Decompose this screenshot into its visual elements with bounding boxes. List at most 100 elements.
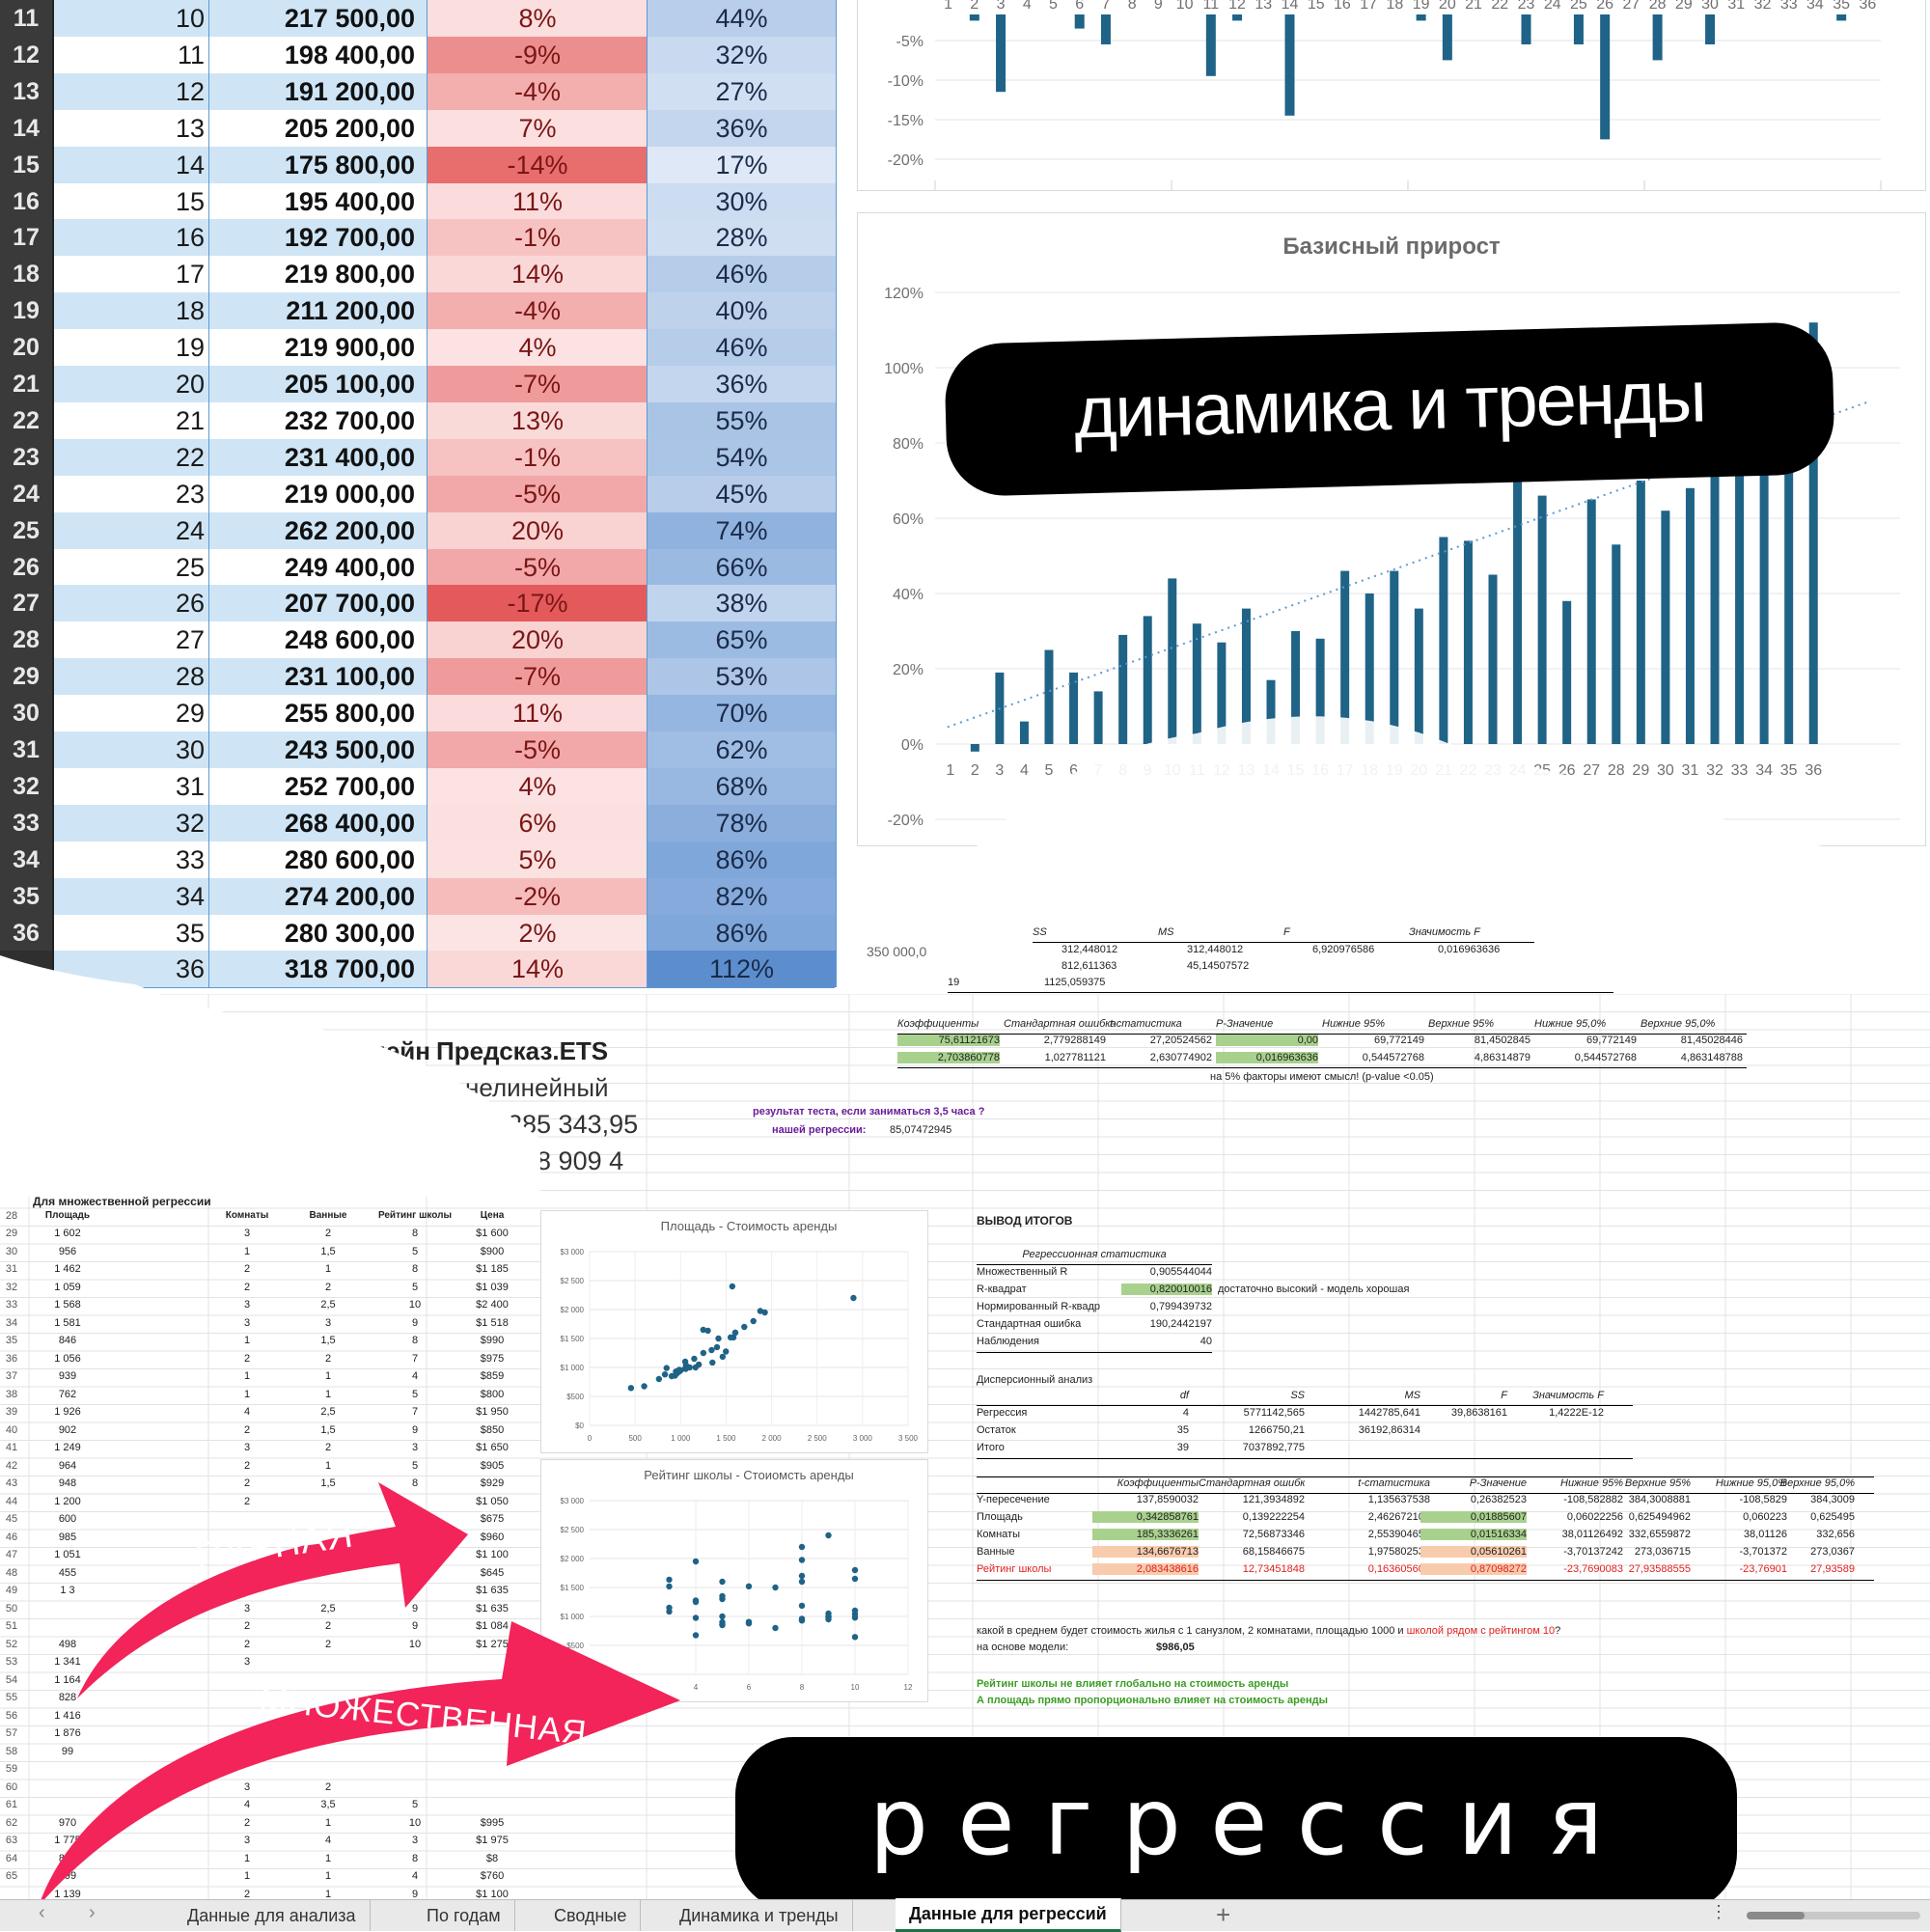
coef-header: t-статистика bbox=[1358, 1477, 1430, 1489]
scatter-point bbox=[666, 1576, 673, 1584]
row-number: 21 bbox=[0, 366, 54, 402]
sheet-tab[interactable]: Данные для регрессий bbox=[896, 1898, 1121, 1932]
table-cell: $1 600 bbox=[476, 1228, 509, 1239]
table-row: 48 455 $645 bbox=[0, 1567, 521, 1585]
anova-row: Остаток 35 1266750,21 36192,86314 bbox=[977, 1424, 1633, 1441]
bar bbox=[996, 14, 1006, 93]
sheet-tab[interactable]: Сводные bbox=[540, 1900, 642, 1931]
table-row: 16 15 195 400,00 11% 30% bbox=[0, 182, 837, 221]
anova-cell: 39,8638161 bbox=[1450, 1407, 1507, 1419]
bar bbox=[1390, 570, 1399, 744]
table-row: 17 16 192 700,00 -1% 28% bbox=[0, 219, 837, 258]
coef-cell: 0,163605606 bbox=[1367, 1563, 1430, 1575]
chain-growth-chart[interactable]: -5% -10% -15% -20% 1 2 3 4 5 6 7 8 9 10 11 12 13 14 15 16 17… bbox=[857, 0, 1926, 191]
table-cell: $975 bbox=[480, 1352, 505, 1365]
anova-cell: 1,4222E-12 bbox=[1549, 1407, 1604, 1419]
add-sheet-icon[interactable]: + bbox=[1216, 1900, 1231, 1929]
x-tick-label: 11 bbox=[1203, 0, 1220, 13]
row-number: 35 bbox=[5, 1335, 18, 1346]
anova-cell: 35 bbox=[1176, 1424, 1189, 1436]
row-number: 14 bbox=[0, 109, 54, 147]
row-number: 39 bbox=[5, 1406, 18, 1418]
pair-answer-label: нашей регрессии: bbox=[772, 1124, 867, 1136]
table-row: 1 139 2 1 9 $1 100 bbox=[0, 1889, 521, 1906]
row-number: 34 bbox=[5, 1316, 18, 1329]
table-cell: 1 249 bbox=[54, 1442, 81, 1453]
tab-scroll-left-icon[interactable]: ‹ bbox=[39, 1902, 45, 1923]
bar bbox=[1284, 14, 1295, 116]
y-tick-label: $500 bbox=[566, 1393, 584, 1401]
anova-header: SS bbox=[1290, 1390, 1305, 1401]
table-cell: $8 bbox=[485, 1852, 499, 1864]
scatter-point bbox=[741, 1323, 748, 1331]
scatter-school-chart[interactable]: Рейтинг школы - Стоиомсть аренды $3 000 $2… bbox=[540, 1459, 928, 1702]
row-index: 13 bbox=[175, 113, 205, 143]
coef-cell: 0,342858761 bbox=[1092, 1511, 1199, 1523]
row-number: 24 bbox=[0, 475, 54, 512]
row-number: 33 bbox=[5, 1299, 18, 1311]
anova-value: 312,448012 bbox=[1187, 944, 1244, 955]
more-options-icon[interactable]: ⋮ bbox=[1710, 1902, 1727, 1921]
table-row: 39 1 926 4 2,5 7 $1 950 bbox=[0, 1406, 521, 1423]
table-cell: $960 bbox=[480, 1531, 505, 1543]
x-tick-label: 4 bbox=[694, 1683, 699, 1692]
scatter-point bbox=[798, 1578, 806, 1586]
tab-scroll-right-icon[interactable]: › bbox=[89, 1902, 96, 1923]
row-number: 64 bbox=[5, 1852, 18, 1864]
table-row: 40 902 2 1,5 9 $850 bbox=[0, 1424, 521, 1442]
row-base-growth: 86% bbox=[647, 841, 837, 878]
x-tick-label: 1 bbox=[946, 762, 954, 779]
x-tick-label: 12 bbox=[1228, 0, 1246, 13]
table-row: 50 3 2,5 9 $1 635 bbox=[0, 1603, 521, 1620]
scatter-point bbox=[745, 1620, 753, 1627]
table-cell: 2 bbox=[243, 1477, 251, 1489]
coef-header: t-статистика bbox=[1110, 1018, 1182, 1030]
multi-section-label: Для множественной регрессии bbox=[33, 1195, 211, 1208]
chart-title: Базисный прирост bbox=[1282, 234, 1501, 260]
row-number: 19 bbox=[0, 292, 54, 330]
coef-cell: 332,656 bbox=[1816, 1529, 1855, 1540]
sheet-tab[interactable]: Динамика и тренды bbox=[666, 1900, 853, 1931]
table-row: 35 846 1 1,5 8 $990 bbox=[0, 1335, 521, 1352]
pair-regression-output: 350 000,0 SS MS F Значимость F 312,448012 31… bbox=[753, 926, 1930, 1139]
scatter-point bbox=[700, 1326, 706, 1334]
multi-question-c: ? bbox=[1555, 1625, 1561, 1637]
scatter-point bbox=[666, 1583, 673, 1590]
y-tick-label: -5% bbox=[896, 34, 924, 50]
multi-question: какой в среднем будет стоимость жилья с … bbox=[977, 1625, 1560, 1637]
dynamics-pill: динамика и тренды bbox=[944, 320, 1835, 498]
coef-cell: 273,0367 bbox=[1810, 1546, 1855, 1558]
horizontal-scrollbar[interactable] bbox=[1747, 1912, 1920, 1919]
scatter-point bbox=[851, 1634, 859, 1641]
bar bbox=[1759, 435, 1769, 744]
y-tick-label: $1 000 bbox=[561, 1364, 585, 1372]
bar bbox=[1513, 465, 1523, 744]
coef-cell: 384,3008881 bbox=[1628, 1494, 1691, 1505]
sheet-tab[interactable]: По годам bbox=[413, 1900, 515, 1931]
row-chain-growth: 20% bbox=[427, 511, 648, 549]
row-chain-growth: 4% bbox=[427, 329, 648, 367]
anova-value: 45,14507572 bbox=[1187, 960, 1250, 972]
bar bbox=[1488, 574, 1498, 744]
row-index: 14 bbox=[175, 150, 205, 179]
scrollbar-thumb[interactable] bbox=[1747, 1912, 1805, 1919]
sheet-tab[interactable]: Данные для анализа bbox=[174, 1900, 371, 1931]
table-cell: $1 635 bbox=[476, 1585, 509, 1596]
row-number: 46 bbox=[5, 1531, 18, 1543]
scatter-area-chart[interactable]: Площадь - Стоимость аренды $3 000 $2 500 $2… bbox=[540, 1210, 928, 1453]
scatter-point bbox=[851, 1575, 859, 1583]
row-number: 52 bbox=[5, 1638, 18, 1650]
table-cell: $850 bbox=[480, 1423, 505, 1436]
bar bbox=[1266, 679, 1276, 744]
table-cell: 3 bbox=[243, 1228, 251, 1239]
reg-stat-row: Стандартная ошибка 190,2442197 bbox=[977, 1318, 1652, 1335]
coef-value: 69,772149 bbox=[1374, 1035, 1424, 1046]
x-tick-label: 36 bbox=[1859, 0, 1876, 13]
scatter-point bbox=[723, 1348, 730, 1355]
row-base-growth: 44% bbox=[647, 0, 837, 37]
row-base-growth: 82% bbox=[647, 877, 837, 915]
x-tick-label: 1 500 bbox=[716, 1434, 736, 1443]
coef-header: Коэффициенты bbox=[897, 1018, 979, 1030]
anova-cell: 7037892,775 bbox=[1242, 1442, 1305, 1453]
